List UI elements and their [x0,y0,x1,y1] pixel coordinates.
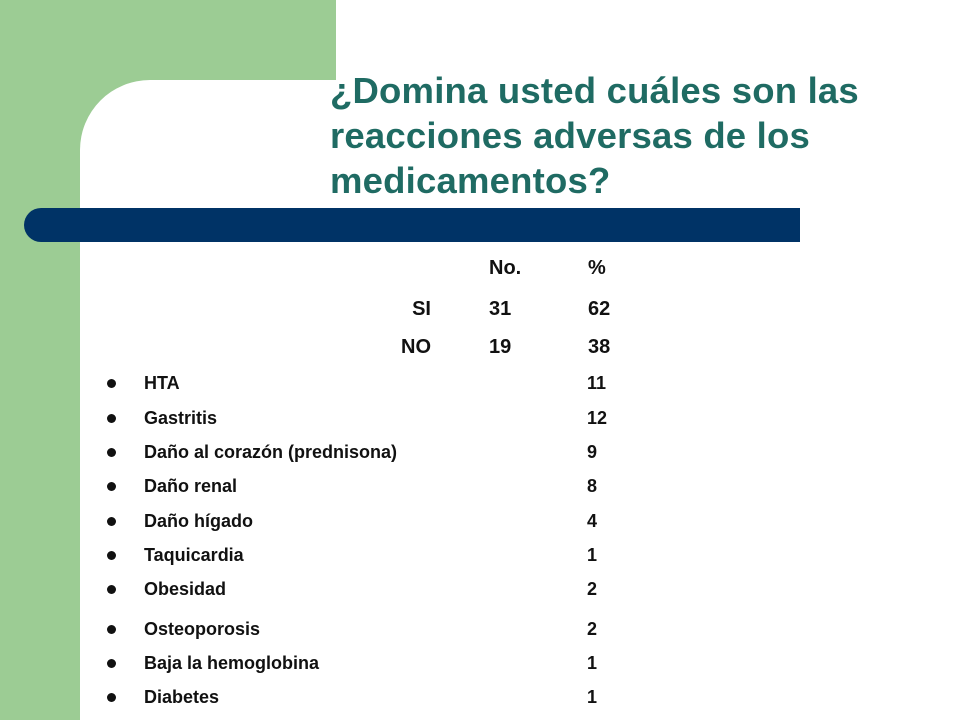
reaction-label: Diabetes [144,687,220,707]
bullet-icon [107,585,116,594]
reaction-value: 2 [587,579,598,599]
title-underline-bar [24,208,800,242]
reaction-label: Osteoporosis [144,619,261,639]
header-percent: % [588,257,606,279]
bullet-icon [107,448,116,457]
bullet-icon [107,625,116,634]
bullet-icon [107,659,116,668]
reaction-value: 1 [587,653,598,673]
title-line-2: reacciones adversas de los [330,115,810,156]
reaction-value: 2 [587,619,598,639]
reaction-label: Taquicardia [144,545,244,565]
reaction-label: Obesidad [144,579,227,599]
reaction-label: HTA [144,373,180,393]
reaction-label: Daño hígado [144,511,253,531]
title-line-1: ¿Domina usted cuáles son las [330,70,859,111]
bullet-icon [107,482,116,491]
row-si-count: 31 [489,298,512,320]
bullet-icon [107,414,116,423]
reaction-value: 4 [587,511,598,531]
bullet-icon [107,379,116,388]
title-line-3: medicamentos? [330,160,611,201]
reaction-value: 11 [587,373,607,393]
bullet-icon [107,693,116,702]
row-si-label: SI [412,298,431,320]
reaction-label: Daño renal [144,476,238,496]
reaction-label: Baja la hemoglobina [144,653,320,673]
reaction-value: 12 [587,408,608,428]
row-no-percent: 38 [588,336,611,358]
bullet-icon [107,517,116,526]
slide-title: ¿Domina usted cuáles son las reacciones … [330,68,955,203]
reaction-label: Gastritis [144,408,218,428]
reaction-value: 8 [587,476,598,496]
reaction-label: Daño al corazón (prednisona) [144,442,398,462]
header-no: No. [489,257,522,279]
bullet-icon [107,551,116,560]
reaction-value: 1 [587,545,598,565]
row-no-label: NO [401,336,431,358]
content-panel [80,80,960,720]
row-no-count: 19 [489,336,512,358]
reaction-value: 9 [587,442,598,462]
reaction-value: 1 [587,687,598,707]
row-si-percent: 62 [588,298,611,320]
